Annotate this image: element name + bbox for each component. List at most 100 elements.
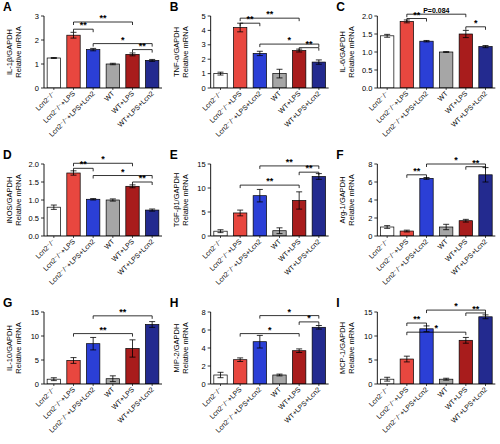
significance-label: ** bbox=[286, 157, 294, 167]
significance-bracket: * bbox=[427, 155, 486, 167]
y-tick-label: 4 bbox=[201, 26, 205, 35]
error-bar bbox=[316, 326, 322, 330]
error-bar bbox=[277, 69, 283, 78]
y-axis-label-line: TNF-α/GAPDH bbox=[172, 27, 181, 77]
y-tick-label: 2 bbox=[201, 362, 205, 371]
x-tick-label: WT+LPS+Lcn2 bbox=[450, 238, 489, 277]
x-tick bbox=[279, 384, 280, 386]
y-tick-label: 3 bbox=[201, 40, 205, 49]
y-tick-label: 15 bbox=[31, 308, 39, 317]
x-tick bbox=[93, 88, 94, 90]
bar bbox=[312, 62, 325, 88]
significance-bracket: ** bbox=[299, 39, 319, 51]
x-tick bbox=[299, 384, 300, 386]
panel-letter: I bbox=[336, 296, 339, 310]
significance-bracket: P=0.084 bbox=[407, 7, 466, 17]
x-axis bbox=[44, 236, 162, 237]
y-tick-label: 1 bbox=[35, 60, 39, 69]
panel-letter: C bbox=[336, 0, 345, 14]
x-tick bbox=[240, 88, 241, 90]
error-bar bbox=[483, 46, 489, 48]
y-axis bbox=[377, 16, 378, 88]
y-tick-label: 0 bbox=[35, 84, 39, 93]
error-bar bbox=[384, 34, 390, 37]
y-axis-label-line: IL-1β/GAPDH bbox=[5, 29, 14, 75]
error-bar bbox=[443, 51, 449, 53]
data-group bbox=[380, 168, 492, 236]
y-tick-label: 0 bbox=[201, 232, 205, 241]
y-tick-label: 0.0 bbox=[362, 84, 372, 93]
x-tick-label: Lcn2⁻/⁻+LPS+Lcn2 bbox=[214, 90, 262, 138]
significance-bracket: ** bbox=[240, 9, 299, 21]
bar bbox=[273, 375, 286, 384]
y-axis bbox=[44, 312, 45, 384]
significance-label: * bbox=[474, 18, 478, 28]
x-tick bbox=[152, 88, 153, 90]
x-tick-label: Lcn2⁻/⁻+LPS+Lcn2 bbox=[381, 238, 429, 286]
x-tick-label: Lcn2⁻/⁻+LPS+Lcn2 bbox=[48, 238, 96, 286]
y-axis bbox=[210, 164, 211, 236]
significance-label: ** bbox=[266, 176, 274, 186]
panel: DiNOS/GAPDHRelative mRNA0.00.51.01.52.0L… bbox=[3, 148, 162, 286]
bracket-line bbox=[407, 14, 466, 17]
y-axis-label-line: Relative mRNA bbox=[347, 26, 356, 77]
y-tick-label: 2 bbox=[35, 36, 39, 45]
error-bar bbox=[90, 337, 96, 349]
significance-label: ** bbox=[246, 14, 254, 24]
x-tick bbox=[446, 236, 447, 238]
data-group bbox=[47, 171, 159, 236]
y-tick-label: 4 bbox=[368, 196, 372, 205]
x-tick bbox=[446, 384, 447, 386]
significance-bracket: ** bbox=[93, 307, 152, 319]
error-bar bbox=[51, 205, 57, 209]
y-axis-label-line: Relative mRNA bbox=[347, 174, 356, 225]
bar bbox=[380, 227, 393, 236]
x-tick-label: Lcn2⁻/⁻+LPS+Lcn2 bbox=[381, 386, 429, 434]
bar bbox=[400, 359, 413, 384]
significance-bracket: * bbox=[427, 301, 486, 313]
significance-bracket: ** bbox=[466, 304, 486, 316]
error-bar bbox=[257, 51, 263, 55]
panel-letter: A bbox=[3, 0, 12, 14]
x-tick bbox=[485, 384, 486, 386]
x-tick bbox=[485, 236, 486, 238]
bar bbox=[253, 196, 266, 236]
y-axis-label: TGF-β1/GAPDHRelative mRNA bbox=[172, 173, 190, 228]
x-tick-label: WT bbox=[270, 237, 283, 250]
y-tick-label: 5 bbox=[368, 356, 372, 365]
bar bbox=[253, 342, 266, 384]
significance-label: ** bbox=[305, 163, 313, 173]
y-tick-label: 0 bbox=[368, 380, 372, 389]
x-tick bbox=[318, 88, 319, 90]
y-axis bbox=[44, 164, 45, 236]
y-tick-label: 5 bbox=[201, 208, 205, 217]
significance-label: ** bbox=[472, 304, 480, 314]
significance-bracket: ** bbox=[240, 14, 260, 26]
x-tick-label: Lcn2⁻/⁻+LPS+Lcn2 bbox=[48, 90, 96, 138]
significance-bracket: ** bbox=[133, 41, 153, 53]
significance-label: * bbox=[435, 323, 439, 333]
error-bar bbox=[404, 230, 410, 232]
x-tick bbox=[132, 236, 133, 238]
error-bar bbox=[316, 60, 322, 64]
x-tick bbox=[152, 236, 153, 238]
y-axis-label-line: Relative mRNA bbox=[181, 322, 190, 373]
panel: FArg-1/GAPDHRelative mRNA02468Lcn2⁻/⁻Lcn… bbox=[336, 148, 495, 286]
y-tick-label: 10 bbox=[364, 332, 372, 341]
panel-letter: F bbox=[336, 148, 343, 162]
y-axis-label-line: Relative mRNA bbox=[14, 174, 23, 225]
bar bbox=[292, 51, 305, 88]
x-tick bbox=[112, 88, 113, 90]
y-axis-label-line: MCP-1/GAPDH bbox=[338, 322, 347, 374]
x-tick bbox=[220, 88, 221, 90]
significance-label: ** bbox=[119, 307, 127, 317]
bar bbox=[459, 340, 472, 384]
y-tick-label: 0 bbox=[201, 380, 205, 389]
y-axis bbox=[377, 312, 378, 384]
y-tick-label: 1.0 bbox=[29, 196, 39, 205]
error-bar bbox=[463, 30, 469, 37]
panel: ETGF-β1/GAPDHRelative mRNA051015Lcn2⁻/⁻L… bbox=[170, 148, 329, 286]
significance-bracket: * bbox=[407, 323, 466, 335]
x-tick bbox=[426, 88, 427, 90]
x-tick bbox=[465, 88, 466, 90]
